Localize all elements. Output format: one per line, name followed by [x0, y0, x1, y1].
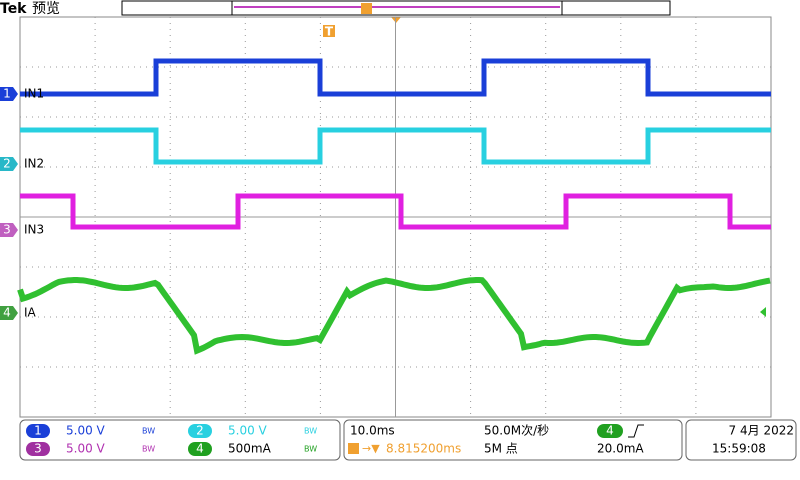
- graticule: [19, 16, 772, 418]
- time: 15:59:08: [712, 442, 766, 456]
- waveforms: [17, 58, 771, 355]
- trigger-pos-icon: [361, 3, 372, 14]
- time-scale: 10.0ms: [350, 424, 395, 438]
- channel-marker: 1: [3, 87, 11, 101]
- mode: 预览: [32, 1, 60, 17]
- channel-badge: [26, 424, 50, 438]
- delay: 8.815200ms: [386, 442, 461, 456]
- channel-marker-bg: [0, 223, 18, 237]
- channel-marker: 3: [3, 223, 11, 237]
- channel-panel: [19, 419, 341, 461]
- wave-in2: [20, 127, 771, 165]
- channel-label: IN2: [24, 157, 44, 171]
- trigger-channel: 4: [606, 424, 614, 438]
- channel-marker-bg: [0, 157, 18, 171]
- channel-badge: [188, 442, 212, 456]
- channel-marker: 4: [3, 306, 11, 320]
- channel-readouts: 1 5.00 V BW 2 5.00 V BW 3 5.00 V BW 4 500mA BW: [26, 424, 317, 456]
- wave-ia: [17, 277, 771, 355]
- wave-in3: [20, 193, 771, 230]
- trigger-channel-badge: [597, 424, 623, 438]
- channel-scale: 5.00 V: [66, 442, 106, 456]
- datetime-panel: [685, 419, 797, 461]
- channel-badge-text: 2: [196, 424, 204, 438]
- channel-badge: [188, 424, 212, 438]
- brand: Tek: [0, 1, 27, 17]
- channel-marker: 2: [3, 157, 11, 171]
- trigger-marker-box: [323, 25, 335, 37]
- channel-badge-text: 1: [34, 424, 42, 438]
- channel-badge: [26, 442, 50, 456]
- record-length: 5M 点: [484, 442, 518, 456]
- channel-scale: 5.00 V: [66, 424, 106, 438]
- trigger-level-arrow: [760, 307, 766, 317]
- channel-bw: BW: [142, 427, 155, 436]
- channel-bw: BW: [304, 427, 317, 436]
- channel-marker-bg: [0, 87, 18, 101]
- channel-label: IA: [24, 306, 37, 320]
- trigger-marker: T: [325, 25, 334, 39]
- channel-label: IN3: [24, 223, 44, 237]
- wave-in1: [20, 58, 771, 97]
- channel-scale: 500mA: [228, 442, 272, 456]
- channel-label: IN1: [24, 87, 44, 101]
- channel-marker-bg: [0, 306, 18, 320]
- channel-badge-text: 3: [34, 442, 42, 456]
- trigger-slope: [628, 424, 644, 438]
- channel-markers: 1 IN1 2 IN2 3 IN3 4 IA: [0, 87, 44, 320]
- sample-rate: 50.0M次/秒: [484, 424, 549, 438]
- delay-icon: [348, 443, 359, 454]
- delay-arrow: →▼: [362, 442, 380, 455]
- channel-bw: BW: [304, 445, 317, 454]
- channel-bw: BW: [142, 445, 155, 454]
- channel-scale: 5.00 V: [228, 424, 268, 438]
- trigger-level: 20.0mA: [597, 442, 644, 456]
- date: 7 4月 2022: [729, 424, 794, 438]
- channel-badge-text: 4: [196, 442, 204, 456]
